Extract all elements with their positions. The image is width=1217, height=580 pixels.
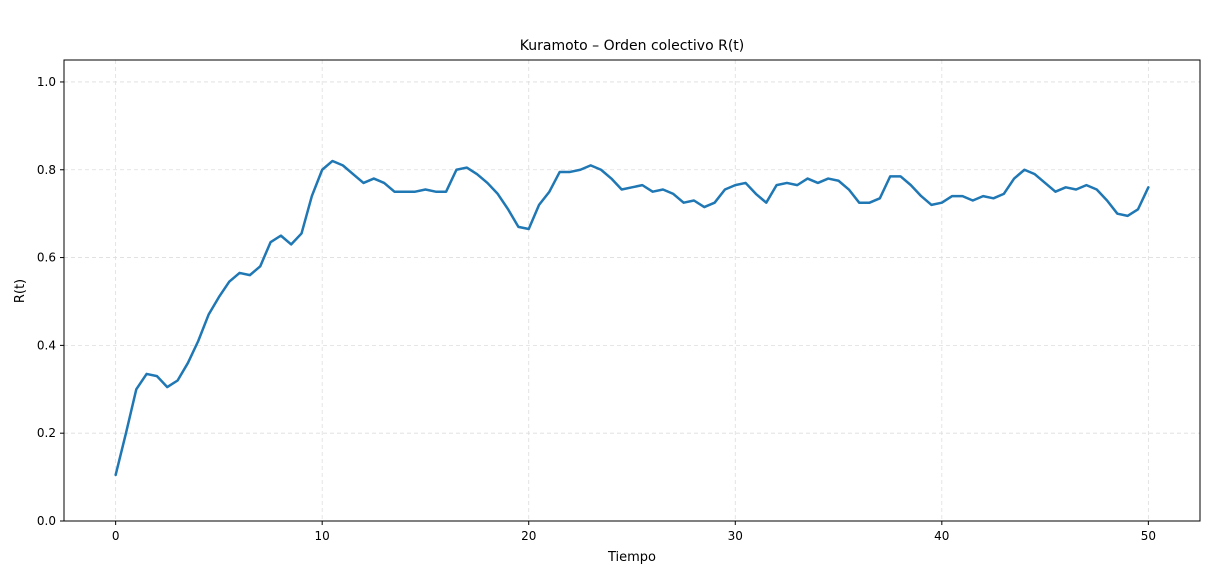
plot-frame	[63, 59, 1201, 522]
y-tick-label: 0.0	[37, 514, 56, 528]
data-line	[114, 159, 1150, 477]
y-tick-label: 0.8	[37, 163, 56, 177]
y-tick-label: 0.2	[37, 426, 56, 440]
x-tick-label: 30	[728, 529, 743, 543]
x-tick-label: 10	[315, 529, 330, 543]
y-tick-label: 0.4	[37, 338, 56, 352]
x-tick-label: 0	[112, 529, 120, 543]
x-tick-label: 20	[521, 529, 536, 543]
x-tick-label: 50	[1141, 529, 1156, 543]
y-tick-label: 0.6	[37, 251, 56, 265]
x-tick-label: 40	[934, 529, 949, 543]
chart-title: Kuramoto – Orden colectivo R(t)	[520, 38, 745, 54]
y-tick-label: 1.0	[37, 75, 56, 89]
x-axis-label: Tiempo	[607, 550, 656, 565]
y-axis-label: R(t)	[13, 279, 28, 303]
